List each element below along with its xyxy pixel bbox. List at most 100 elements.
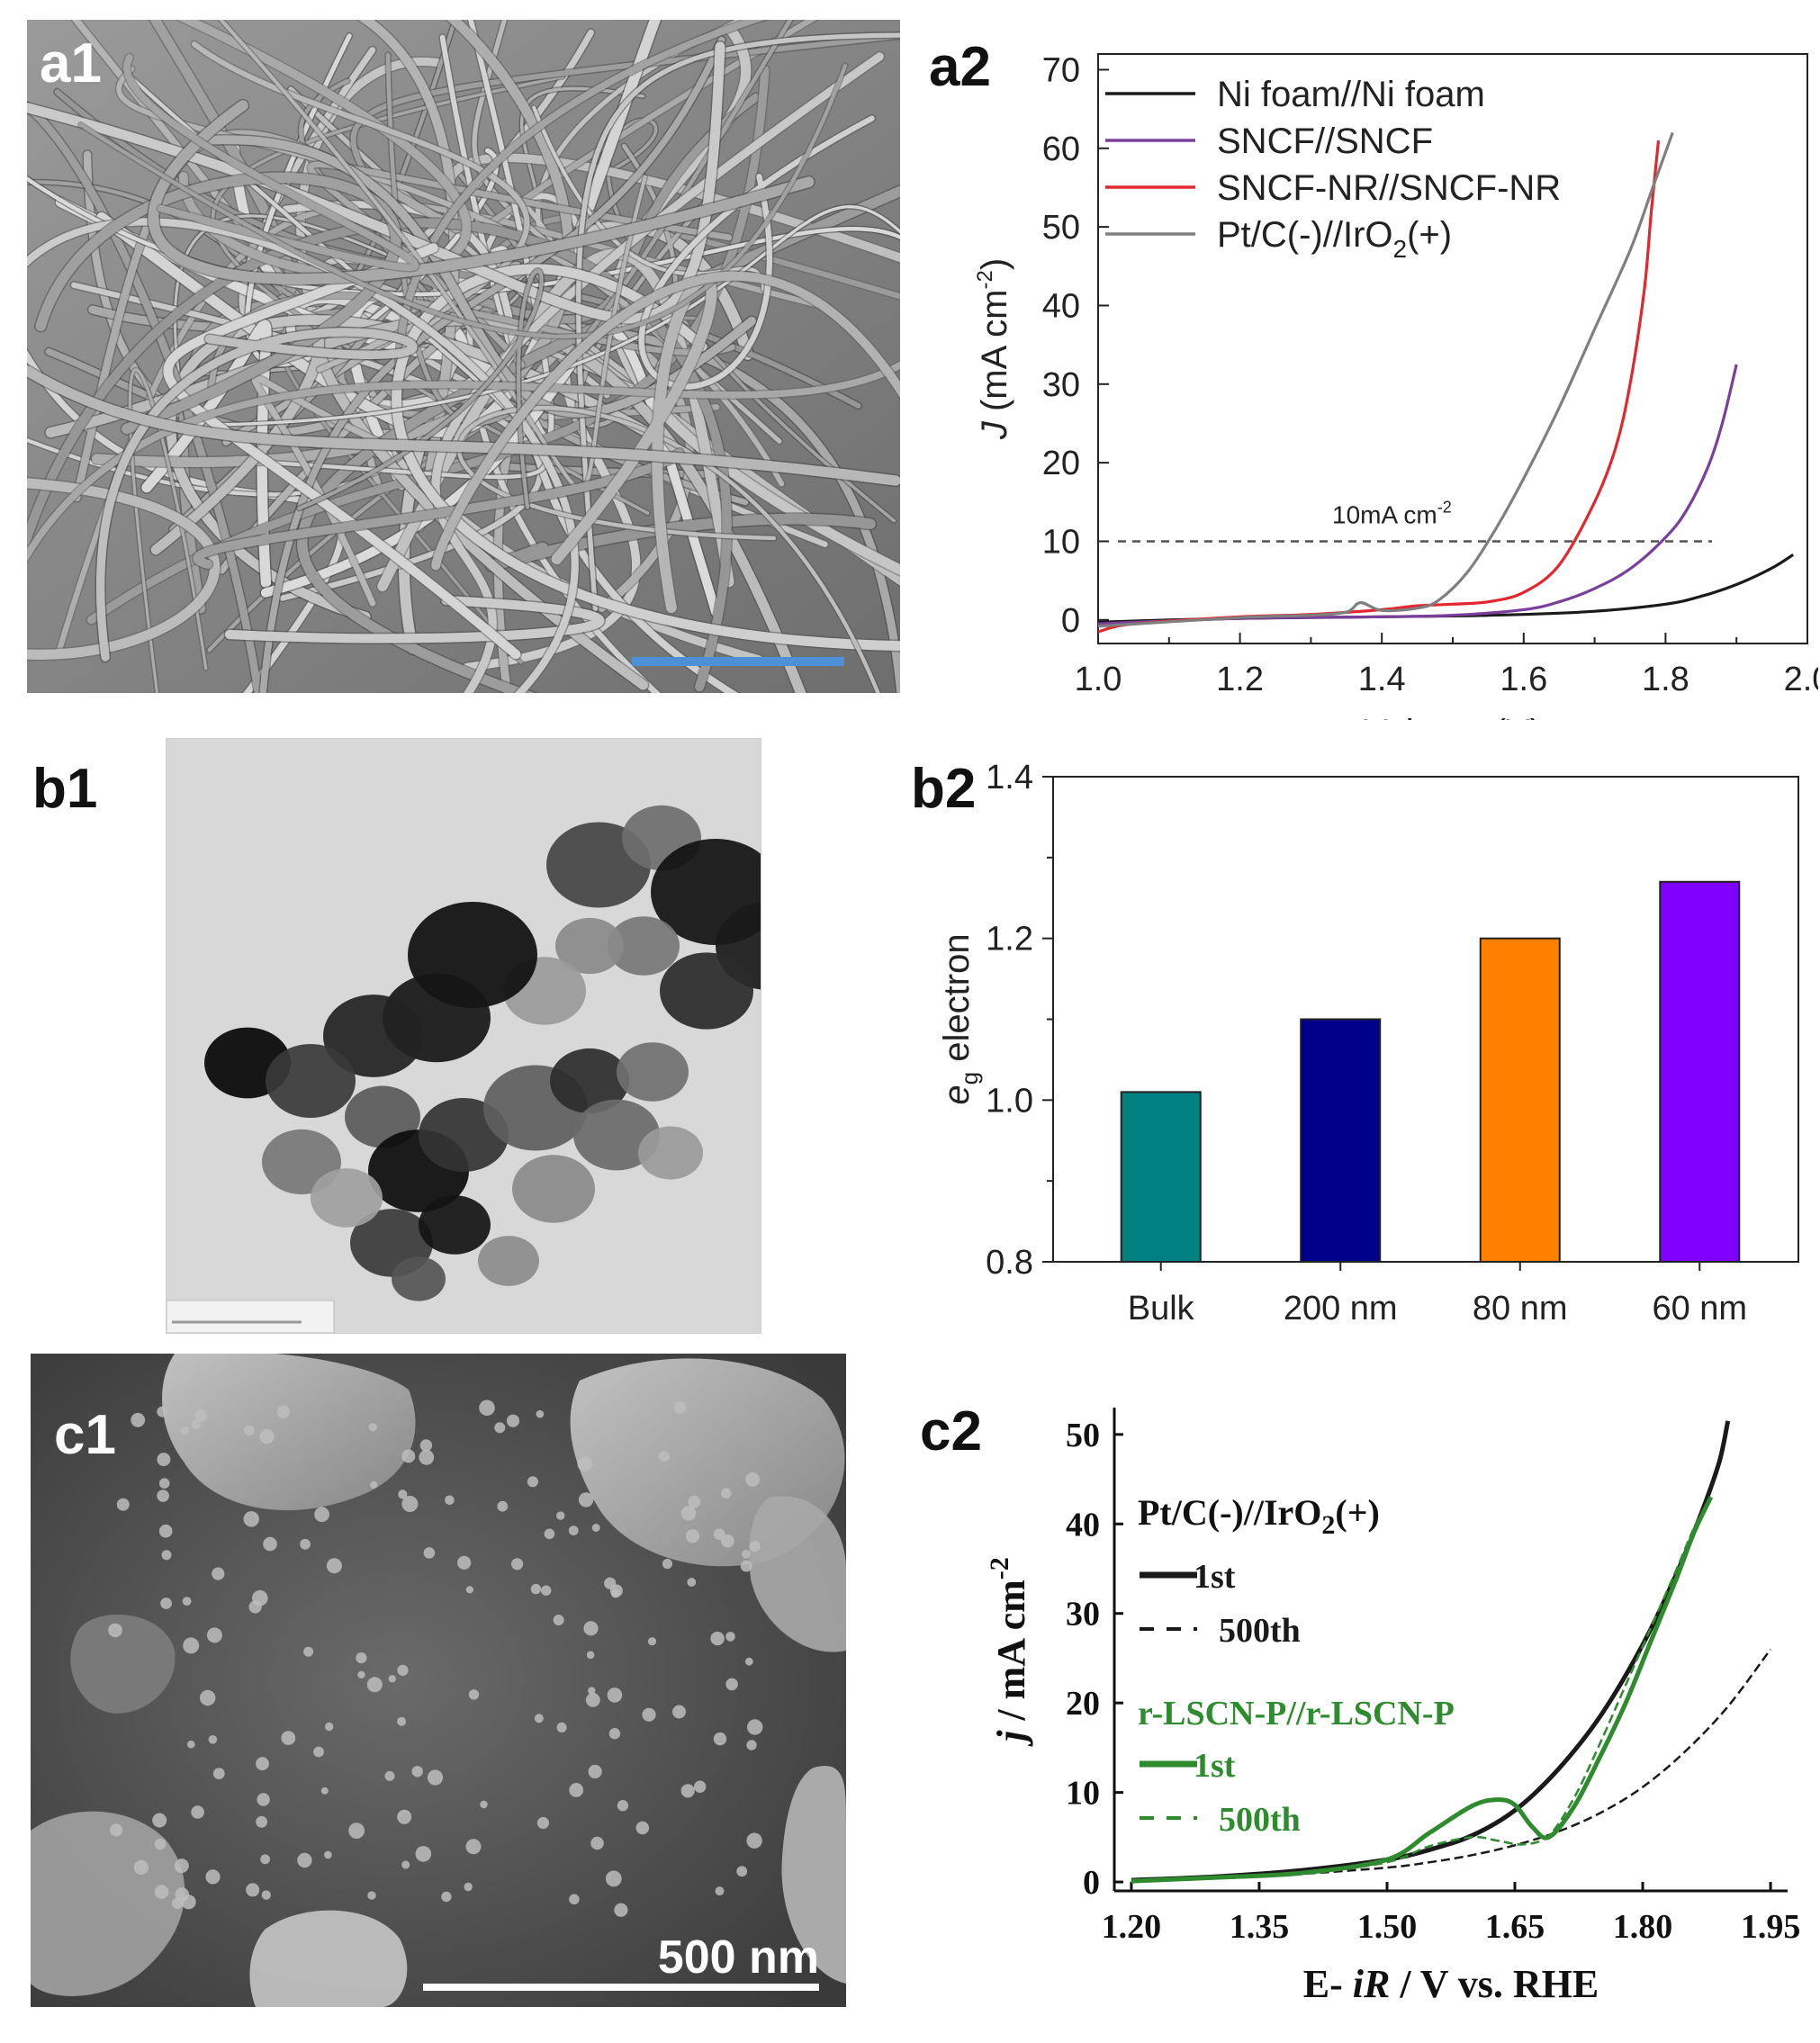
c1-nanoparticle	[158, 1524, 173, 1538]
a1-fiber	[221, 205, 900, 427]
c1-nanoparticle	[710, 1631, 725, 1646]
c1-nanoparticle	[721, 1488, 732, 1498]
a2-y-tick-label: 0	[1061, 602, 1080, 640]
c1-nanoparticle	[260, 1854, 270, 1865]
b2-x-tick-label: 80 nm	[1473, 1290, 1568, 1328]
a2-x-tick-label: 1.6	[1500, 661, 1547, 698]
c1-nanoparticle	[191, 1805, 204, 1819]
b1-particle	[512, 1155, 595, 1223]
c1-nanoparticle	[357, 1670, 365, 1678]
b1-particle	[266, 1044, 356, 1118]
c1-nanoparticle	[506, 1414, 520, 1427]
c1-nanoparticle	[397, 1664, 409, 1676]
c1-nanoparticle	[297, 1852, 312, 1868]
c1-nanoparticle	[530, 1583, 542, 1595]
c1-nanoparticle	[468, 1689, 480, 1700]
a2-polarization-chart: 1.0 1.2 1.4 1.6 1.8 2.0 0 10 20 30 40 50 60 70 Voltage…	[973, 51, 1818, 720]
c1-nanoparticle	[465, 1839, 482, 1855]
c1-nanoparticle	[368, 1423, 377, 1432]
c1-nanoparticle	[263, 1536, 277, 1552]
c1-nanoparticle	[180, 1426, 189, 1436]
c1-nanoparticle	[746, 1832, 762, 1849]
a1-fiber	[338, 20, 817, 421]
a1-fiber	[27, 218, 579, 693]
c1-nanoparticle	[259, 1429, 275, 1444]
c1-nanoparticle	[401, 1496, 419, 1512]
b1-particle	[311, 1168, 383, 1228]
a2-plot-frame	[1097, 53, 1808, 644]
a1-fiber-network	[27, 20, 900, 693]
c1-nanoparticle	[314, 1507, 329, 1523]
b1-particle	[550, 1048, 629, 1114]
c1-nanoparticle	[586, 1651, 595, 1660]
c1-nanoparticle	[494, 1422, 506, 1434]
a2-y-tick-label: 50	[1042, 209, 1080, 247]
c1-nanoparticle	[569, 1783, 584, 1797]
c1-nanoparticle	[457, 1555, 472, 1570]
c2-legend-label: 500th	[1219, 1801, 1301, 1839]
c1-nanoparticle	[688, 1495, 701, 1508]
b1-particle	[608, 916, 680, 976]
c1-nanoparticle	[497, 1500, 509, 1512]
c1-nanoparticle	[326, 1558, 342, 1574]
b1-particle	[478, 1236, 539, 1286]
c1-nanoparticle	[694, 1780, 707, 1793]
c1-nanoparticle	[152, 1813, 167, 1828]
c1-nanoparticle	[133, 1859, 149, 1875]
c1-nanoparticle	[116, 1498, 130, 1511]
b1-panel-label: b1	[32, 758, 98, 820]
c1-nanoparticle	[154, 1838, 167, 1850]
c2-panel-label: c2	[920, 1400, 982, 1462]
b1-tem-image	[166, 738, 761, 1334]
a2-y-tick-label: 40	[1042, 287, 1080, 325]
a1-fiber	[456, 406, 880, 693]
c1-nanoparticle	[174, 1858, 189, 1874]
a1-fiber	[297, 268, 544, 510]
c1-nanoparticles	[108, 1400, 763, 1917]
c1-nanoparticle	[534, 1714, 544, 1724]
c1-nanoparticle	[397, 1809, 412, 1824]
a1-fiber	[218, 20, 647, 491]
a1-sem-image: a1	[27, 20, 900, 693]
c2-stability-chart: 1.20 1.35 1.50 1.65 1.80 1.95 0 10 20 30 40 50 E- iR…	[985, 1408, 1800, 2006]
a2-x-tick-label: 1.2	[1216, 661, 1264, 698]
c1-nanoparticle	[252, 1589, 268, 1606]
c1-nanoparticle	[556, 1722, 567, 1732]
c1-nanoparticle	[256, 1757, 269, 1771]
c1-surface: 500 nm	[31, 1354, 846, 2007]
a2-legend-label: Pt/C(-)//IrO2(+)	[1217, 215, 1452, 263]
c2-y-tick-label: 50	[1066, 1417, 1100, 1454]
c1-nanoparticle	[281, 1731, 296, 1745]
c1-nanoparticle	[161, 1550, 172, 1561]
c2-y-tick-label: 40	[1066, 1506, 1100, 1544]
a2-x-tick-label: 1.8	[1642, 661, 1689, 698]
c1-nanoparticle	[687, 1578, 697, 1587]
c1-nanoparticle	[607, 1688, 623, 1703]
a1-fiber	[27, 364, 900, 486]
a2-x-tick-label: 1.4	[1358, 661, 1406, 698]
a1-scale-bar	[632, 657, 844, 666]
b1-scale-bar-box	[167, 1300, 335, 1333]
c1-nanoparticle	[583, 1621, 599, 1636]
c1-nanoparticle	[713, 1528, 725, 1540]
c1-nanoparticle	[617, 1800, 629, 1812]
c1-nanoparticle	[480, 1800, 488, 1809]
c2-x-tick-label: 1.20	[1102, 1908, 1162, 1946]
c1-nanoparticle	[588, 1764, 602, 1779]
c2-x-axis-label: E- iR / V vs. RHE	[1303, 1962, 1599, 2006]
c1-nanoparticle	[191, 1419, 202, 1429]
c2-legend-label: 1st	[1194, 1747, 1236, 1785]
a1-fiber	[27, 176, 900, 297]
c1-nanoparticle	[590, 1836, 604, 1850]
c1-nanoparticle	[303, 1646, 314, 1657]
c1-nanoparticle	[423, 1547, 436, 1559]
c2-y-tick-label: 30	[1066, 1596, 1100, 1634]
b2-y-tick-label: 0.8	[986, 1244, 1033, 1282]
c1-nanoparticle	[366, 1677, 383, 1693]
c1-nanoparticle	[465, 1586, 473, 1594]
a2-series-line	[1097, 140, 1661, 634]
c1-nanoparticle	[154, 1885, 169, 1899]
c1-nanoparticle	[157, 1406, 168, 1418]
c1-nanoparticle	[427, 1769, 444, 1786]
a2-y-tick-label: 70	[1042, 51, 1080, 89]
